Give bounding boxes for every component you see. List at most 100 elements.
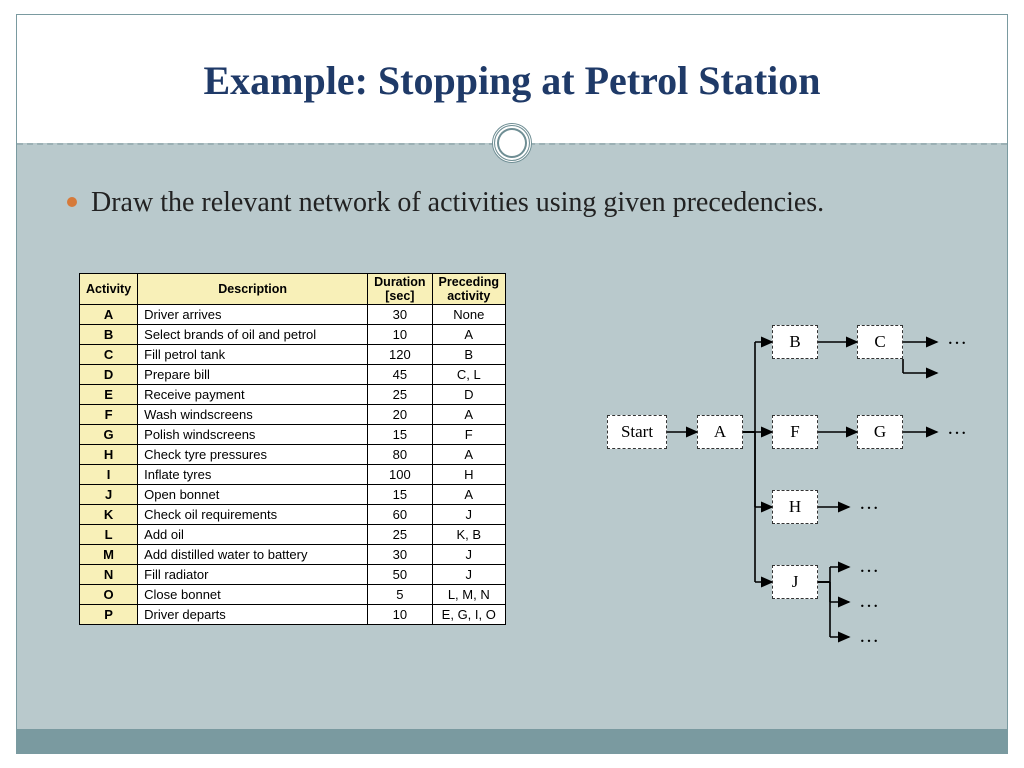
cell-description: Close bonnet: [138, 585, 368, 605]
cell-description: Check tyre pressures: [138, 445, 368, 465]
cell-description: Fill petrol tank: [138, 345, 368, 365]
table-row: OClose bonnet5L, M, N: [80, 585, 506, 605]
cell-duration: 5: [368, 585, 432, 605]
cell-preceding: A: [432, 445, 505, 465]
cell-activity: N: [80, 565, 138, 585]
footer-band: [17, 729, 1007, 753]
cell-activity: J: [80, 485, 138, 505]
ellipsis-1: …: [947, 417, 969, 440]
cell-activity: B: [80, 325, 138, 345]
cell-duration: 10: [368, 325, 432, 345]
slide-frame: Example: Stopping at Petrol Station Draw…: [16, 14, 1008, 754]
cell-preceding: D: [432, 385, 505, 405]
slide-title: Example: Stopping at Petrol Station: [17, 57, 1007, 104]
diagram-node-start: Start: [607, 415, 667, 449]
diagram-node-f: F: [772, 415, 818, 449]
table-row: PDriver departs10E, G, I, O: [80, 605, 506, 625]
table-row: IInflate tyres100H: [80, 465, 506, 485]
table-body: ADriver arrives30NoneBSelect brands of o…: [80, 305, 506, 625]
cell-preceding: A: [432, 325, 505, 345]
divider-circle-icon: [492, 123, 532, 163]
cell-description: Polish windscreens: [138, 425, 368, 445]
diagram-node-g: G: [857, 415, 903, 449]
cell-preceding: E, G, I, O: [432, 605, 505, 625]
table-row: KCheck oil requirements60J: [80, 505, 506, 525]
cell-preceding: K, B: [432, 525, 505, 545]
ellipsis-5: …: [859, 625, 881, 648]
cell-duration: 50: [368, 565, 432, 585]
bullet-row: Draw the relevant network of activities …: [67, 185, 957, 220]
cell-preceding: J: [432, 545, 505, 565]
cell-duration: 10: [368, 605, 432, 625]
ellipsis-2: …: [859, 492, 881, 515]
table-row: JOpen bonnet15A: [80, 485, 506, 505]
table-header-cell: Duration[sec]: [368, 274, 432, 305]
diagram-node-c: C: [857, 325, 903, 359]
cell-activity: P: [80, 605, 138, 625]
cell-description: Inflate tyres: [138, 465, 368, 485]
cell-activity: O: [80, 585, 138, 605]
cell-activity: F: [80, 405, 138, 425]
cell-preceding: A: [432, 405, 505, 425]
diagram-node-b: B: [772, 325, 818, 359]
ellipsis-4: …: [859, 590, 881, 613]
cell-preceding: C, L: [432, 365, 505, 385]
cell-description: Open bonnet: [138, 485, 368, 505]
cell-preceding: F: [432, 425, 505, 445]
cell-description: Select brands of oil and petrol: [138, 325, 368, 345]
cell-activity: A: [80, 305, 138, 325]
cell-duration: 15: [368, 425, 432, 445]
cell-description: Driver arrives: [138, 305, 368, 325]
cell-description: Fill radiator: [138, 565, 368, 585]
table-header-cell: Activity: [80, 274, 138, 305]
bullet-block: Draw the relevant network of activities …: [67, 185, 957, 220]
cell-activity: L: [80, 525, 138, 545]
table-row: FWash windscreens20A: [80, 405, 506, 425]
cell-duration: 100: [368, 465, 432, 485]
cell-activity: M: [80, 545, 138, 565]
cell-activity: D: [80, 365, 138, 385]
bullet-dot-icon: [67, 197, 77, 207]
cell-description: Driver departs: [138, 605, 368, 625]
activities-table: ActivityDescriptionDuration[sec]Precedin…: [79, 273, 506, 625]
ellipsis-3: …: [859, 555, 881, 578]
table-row: MAdd distilled water to battery30J: [80, 545, 506, 565]
ellipsis-0: …: [947, 327, 969, 350]
cell-preceding: B: [432, 345, 505, 365]
table-row: EReceive payment25D: [80, 385, 506, 405]
cell-activity: G: [80, 425, 138, 445]
cell-duration: 25: [368, 525, 432, 545]
cell-duration: 30: [368, 305, 432, 325]
table-header-cell: Precedingactivity: [432, 274, 505, 305]
cell-description: Add oil: [138, 525, 368, 545]
cell-activity: I: [80, 465, 138, 485]
cell-duration: 20: [368, 405, 432, 425]
cell-description: Receive payment: [138, 385, 368, 405]
bullet-text: Draw the relevant network of activities …: [91, 185, 824, 220]
cell-duration: 25: [368, 385, 432, 405]
cell-preceding: L, M, N: [432, 585, 505, 605]
cell-preceding: J: [432, 565, 505, 585]
table-header-row: ActivityDescriptionDuration[sec]Precedin…: [80, 274, 506, 305]
table-row: BSelect brands of oil and petrol10A: [80, 325, 506, 345]
cell-preceding: A: [432, 485, 505, 505]
diagram-node-a: A: [697, 415, 743, 449]
diagram-node-j: J: [772, 565, 818, 599]
network-diagram: Start A B C F G H J … … … … … …: [597, 295, 997, 665]
cell-duration: 120: [368, 345, 432, 365]
cell-preceding: H: [432, 465, 505, 485]
cell-preceding: None: [432, 305, 505, 325]
table-row: ADriver arrives30None: [80, 305, 506, 325]
cell-duration: 45: [368, 365, 432, 385]
cell-description: Add distilled water to battery: [138, 545, 368, 565]
diagram-node-h: H: [772, 490, 818, 524]
cell-duration: 60: [368, 505, 432, 525]
cell-activity: K: [80, 505, 138, 525]
cell-activity: H: [80, 445, 138, 465]
table-header-cell: Description: [138, 274, 368, 305]
cell-description: Prepare bill: [138, 365, 368, 385]
cell-activity: E: [80, 385, 138, 405]
table-row: HCheck tyre pressures80A: [80, 445, 506, 465]
cell-activity: C: [80, 345, 138, 365]
cell-duration: 15: [368, 485, 432, 505]
